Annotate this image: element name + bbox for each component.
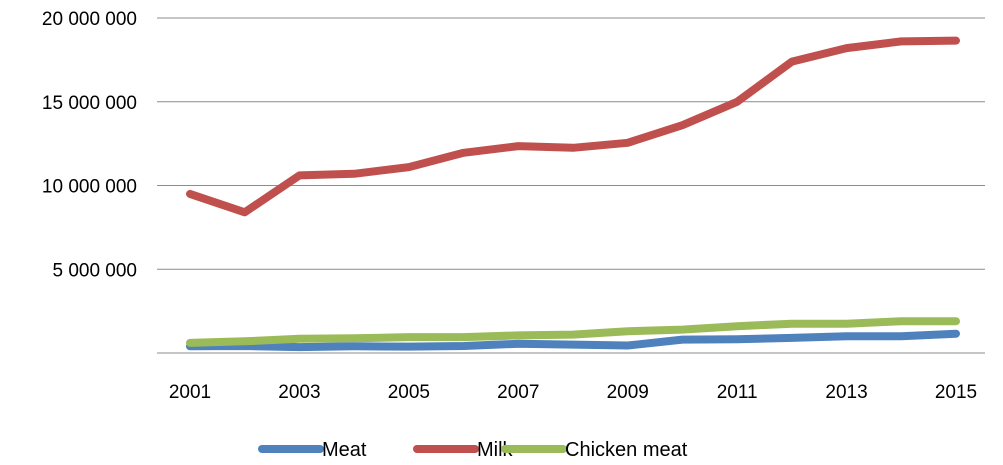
x-tick-label: 2009 <box>607 382 649 403</box>
legend-label-milk: Milk <box>477 439 514 461</box>
gridlines <box>157 17 985 270</box>
x-tick-label: 2007 <box>497 382 539 403</box>
x-tick-label: 2003 <box>278 382 320 403</box>
y-tick-label: 15 000 000 <box>42 93 137 114</box>
legend-label-meat: Meat <box>322 439 367 461</box>
x-axis-tick-labels: 2001 2003 2005 2007 2009 2011 2013 2015 <box>169 382 977 403</box>
x-tick-label: 2015 <box>935 382 977 403</box>
x-tick-label: 2013 <box>825 382 867 403</box>
legend: Meat Milk Chicken meat <box>258 439 688 461</box>
series-line-chicken-meat <box>186 317 960 347</box>
x-tick-label: 2005 <box>388 382 430 403</box>
legend-label-chicken-meat: Chicken meat <box>565 439 688 461</box>
y-axis-tick-labels: 20 000 000 15 000 000 10 000 000 5 000 000 <box>42 9 137 281</box>
y-tick-label: 5 000 000 <box>52 260 137 281</box>
series-line-milk <box>186 36 960 217</box>
y-tick-label: 10 000 000 <box>42 177 137 198</box>
x-tick-label: 2001 <box>169 382 211 403</box>
x-tick-label: 2011 <box>717 382 758 403</box>
series-line-meat <box>186 329 960 352</box>
series-lines <box>186 36 960 352</box>
y-tick-label: 20 000 000 <box>42 9 137 30</box>
